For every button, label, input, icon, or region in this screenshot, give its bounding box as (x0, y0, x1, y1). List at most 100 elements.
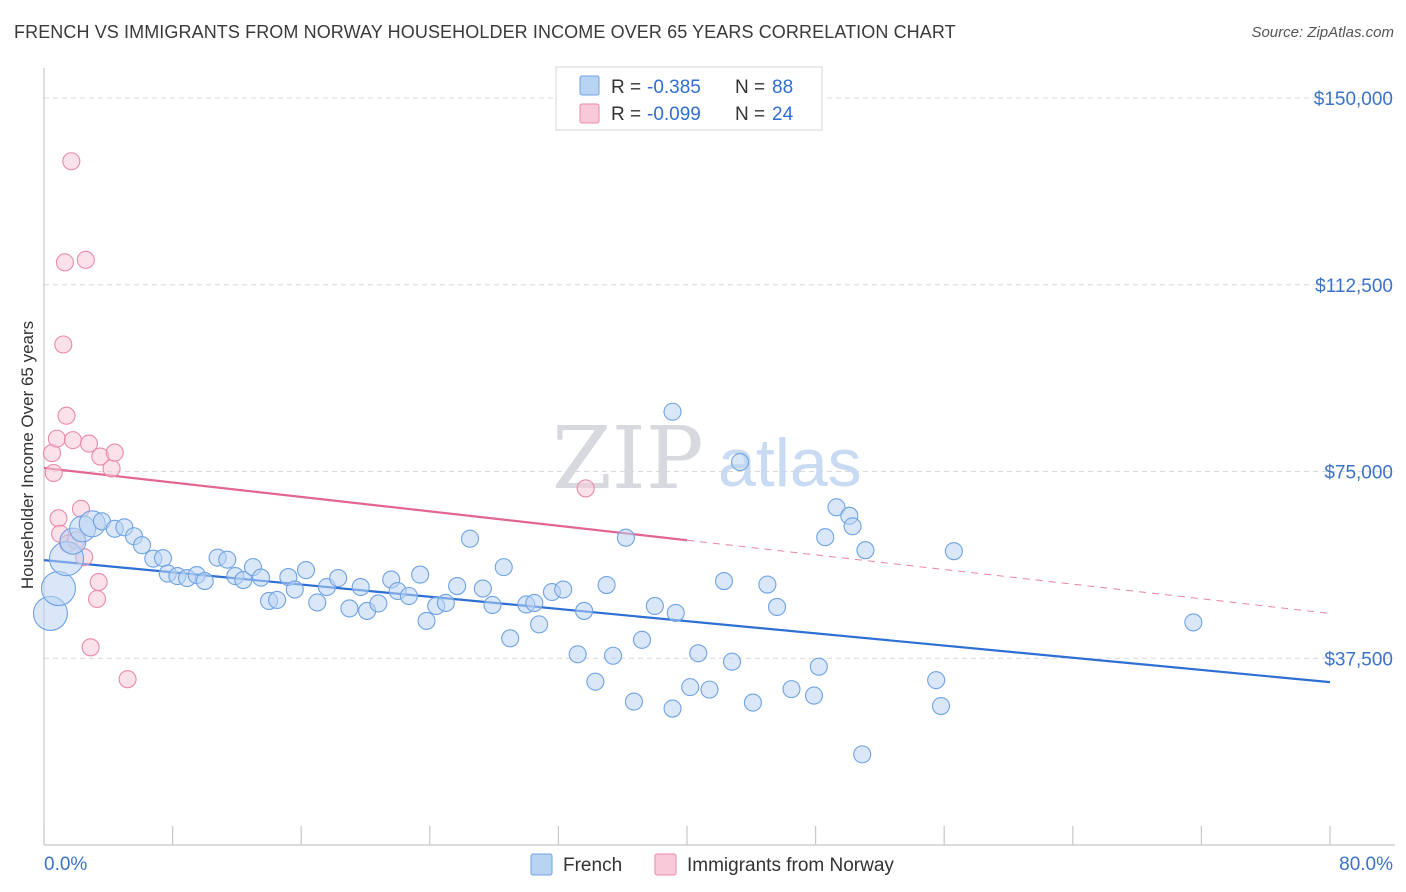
french-point-62 (645, 596, 664, 616)
y-tick-label-1: $75,000 (1324, 463, 1393, 484)
french-point-80 (853, 745, 872, 764)
french-point-63 (663, 699, 682, 718)
french-point-55 (568, 645, 587, 664)
norway-trend-line (43, 466, 688, 542)
french-point-46 (483, 595, 502, 615)
stats-legend: R = -0.385 N = 88 R = -0.099 N = 24 (555, 66, 823, 131)
norway-point-10 (63, 431, 82, 450)
norway-point-22 (118, 670, 137, 689)
y-tick-labels: $37,500 $75,000 $112,500 $150,000 (1314, 89, 1393, 670)
x-tick-label-max: 80.0% (1339, 854, 1393, 875)
french-point-45 (473, 579, 492, 598)
legend-french-swatch (530, 853, 553, 876)
norway-point-17 (87, 589, 107, 609)
french-point-76 (816, 528, 835, 547)
norway-n-label: N = (735, 104, 765, 125)
french-point-66 (689, 644, 708, 663)
french-point-33 (351, 577, 370, 597)
french-point-50 (525, 593, 544, 613)
y-tick-label-2: $112,500 (1315, 276, 1393, 297)
chart-title: FRENCH VS IMMIGRANTS FROM NORWAY HOUSEHO… (14, 22, 956, 42)
french-point-12 (153, 549, 173, 568)
french-point-77 (827, 498, 846, 517)
french-point-42 (436, 593, 455, 613)
french-points (32, 402, 1203, 764)
french-point-87 (730, 452, 750, 472)
legend-norway-label: Immigrants from Norway (687, 855, 894, 876)
french-point-54 (575, 601, 594, 620)
french-point-51 (530, 615, 549, 634)
norway-r-label: R = (611, 104, 641, 125)
french-point-70 (743, 693, 762, 712)
french-point-10 (133, 536, 152, 555)
norway-point-21 (105, 443, 124, 462)
french-point-79 (843, 517, 862, 536)
french-point-81 (856, 541, 875, 560)
french-point-47 (494, 558, 513, 577)
bottom-legend: French Immigrants from Norway (530, 853, 894, 876)
legend-norway-swatch (654, 853, 677, 876)
norway-point-23 (576, 479, 595, 498)
french-point-53 (554, 580, 573, 599)
french-point-75 (809, 657, 828, 676)
french-point-28 (296, 561, 316, 580)
french-point-85 (1184, 613, 1203, 632)
french-swatch (579, 75, 600, 96)
french-point-68 (714, 572, 734, 591)
french-point-19 (218, 550, 237, 569)
french-point-38 (399, 586, 418, 606)
french-point-71 (758, 575, 777, 594)
french-point-72 (767, 597, 787, 617)
french-point-40 (417, 611, 436, 630)
french-point-39 (411, 565, 430, 584)
french-point-64 (666, 603, 685, 622)
french-point-61 (632, 630, 652, 649)
french-r-label: R = (611, 77, 641, 98)
french-point-21 (234, 571, 253, 590)
french-r-value: -0.385 (647, 77, 701, 98)
french-point-67 (700, 680, 719, 699)
french-point-31 (329, 569, 348, 588)
french-point-86 (663, 402, 682, 421)
gridlines (44, 97, 1395, 659)
norway-point-3 (49, 509, 68, 528)
y-tick-label-3: $150,000 (1314, 89, 1393, 110)
norway-point-2 (47, 429, 66, 448)
norway-point-20 (102, 459, 121, 478)
x-tick-label-min: 0.0% (44, 854, 87, 875)
norway-point-16 (81, 638, 100, 657)
french-point-32 (340, 599, 359, 618)
french-point-73 (782, 680, 801, 699)
french-point-69 (722, 652, 742, 671)
legend-french-label: French (563, 855, 622, 876)
french-point-58 (604, 646, 623, 665)
french-point-29 (308, 593, 327, 612)
french-point-27 (285, 580, 304, 599)
norway-swatch (579, 103, 600, 124)
french-point-84 (944, 542, 963, 561)
french-point-74 (804, 686, 824, 705)
french-point-23 (251, 568, 271, 587)
french-n-value: 88 (772, 77, 793, 98)
french-point-56 (586, 672, 605, 691)
french-point-59 (616, 528, 635, 547)
norway-trend-extension (686, 539, 1331, 614)
french-point-25 (268, 590, 287, 610)
source-credit: Source: ZipAtlas.com (1251, 24, 1394, 41)
y-tick-label-0: $37,500 (1324, 649, 1393, 670)
norway-point-6 (55, 253, 74, 272)
french-point-48 (501, 629, 520, 648)
french-point-57 (597, 575, 616, 595)
watermark-zip: ZIP (552, 409, 704, 509)
norway-point-9 (62, 152, 81, 171)
french-point-44 (460, 529, 480, 548)
french-point-43 (448, 576, 467, 596)
norway-point-15 (79, 434, 99, 453)
norway-point-1 (44, 463, 63, 483)
french-point-60 (624, 692, 644, 711)
norway-point-14 (76, 250, 95, 269)
french-point-35 (369, 594, 388, 613)
norway-n-value: 24 (772, 104, 794, 125)
french-n-label: N = (735, 77, 765, 98)
